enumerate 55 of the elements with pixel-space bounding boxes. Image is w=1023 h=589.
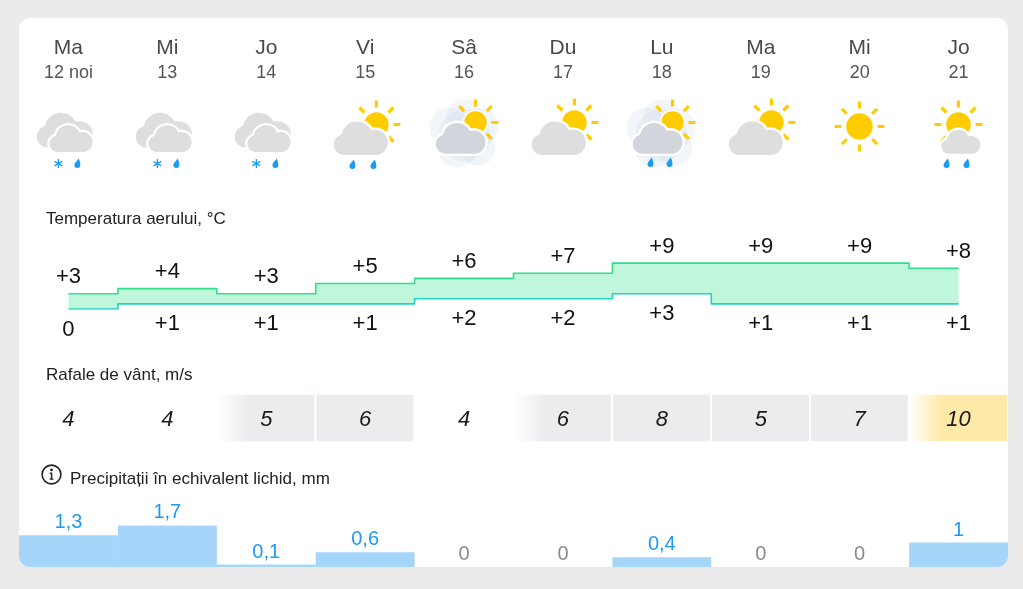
data-label: +2 [451, 305, 477, 331]
data-label: 0 [62, 315, 75, 341]
data-label: +3 [55, 263, 81, 289]
data-label: +9 [847, 232, 873, 258]
x-tick-label: Jo 21 [947, 35, 970, 82]
chart-title: Rafale de vânt, m/s [46, 365, 193, 384]
x-tick-label: Ma 19 [746, 35, 776, 82]
data-label: +9 [649, 232, 675, 258]
data-label: +1 [748, 310, 774, 336]
data-label: 6 [359, 405, 373, 431]
data-label: +1 [154, 310, 180, 336]
data-label: +9 [748, 232, 774, 258]
x-tick-label: Sâ 16 [451, 35, 478, 82]
data-label: 0 [557, 542, 569, 564]
data-label: +1 [946, 310, 972, 336]
data-label: 8 [655, 405, 669, 431]
x-tick-label: Ma 12 noi [43, 35, 93, 82]
chart-title: Precipitații în echivalent lichid, mm [70, 469, 330, 488]
data-label: 4 [457, 405, 471, 431]
data-label: 1,7 [153, 500, 182, 523]
x-tick-label: Du 17 [549, 35, 577, 82]
data-label: +5 [352, 253, 378, 278]
data-label: 10 [946, 405, 972, 431]
data-label: 4 [161, 405, 174, 431]
data-label: 6 [556, 405, 570, 431]
chart-title: Temperatura aerului, °C [46, 209, 226, 228]
data-label: +1 [352, 310, 378, 336]
data-label: 5 [754, 405, 768, 431]
data-label: +3 [253, 263, 279, 289]
data-label: 0 [458, 542, 470, 564]
data-label: 0,4 [647, 532, 676, 555]
data-label: +1 [847, 310, 873, 336]
x-tick-label: Jo 14 [255, 35, 278, 82]
data-label: 0 [755, 542, 767, 564]
data-label: 7 [853, 405, 867, 431]
data-label: 1 [952, 517, 965, 540]
data-label: +1 [253, 310, 279, 336]
data-label: 4 [62, 405, 75, 431]
bar [612, 557, 712, 567]
x-tick-label: Vi 15 [355, 35, 376, 82]
data-label: 0,1 [252, 539, 281, 562]
data-label: 0 [854, 542, 866, 564]
x-tick-label: Lu 18 [650, 35, 674, 82]
data-label: +4 [154, 258, 180, 284]
x-tick-label: Mi 13 [156, 35, 179, 82]
data-label: +3 [649, 300, 675, 326]
data-label: 1,3 [54, 510, 83, 533]
bar [909, 542, 1008, 567]
data-label: +7 [550, 242, 576, 268]
data-label: 0,6 [351, 527, 380, 550]
data-label: +2 [550, 305, 576, 331]
data-label: +6 [451, 247, 477, 273]
data-label: +8 [946, 237, 972, 263]
x-tick-label: Mi 20 [848, 35, 871, 82]
data-label: 5 [260, 405, 274, 431]
